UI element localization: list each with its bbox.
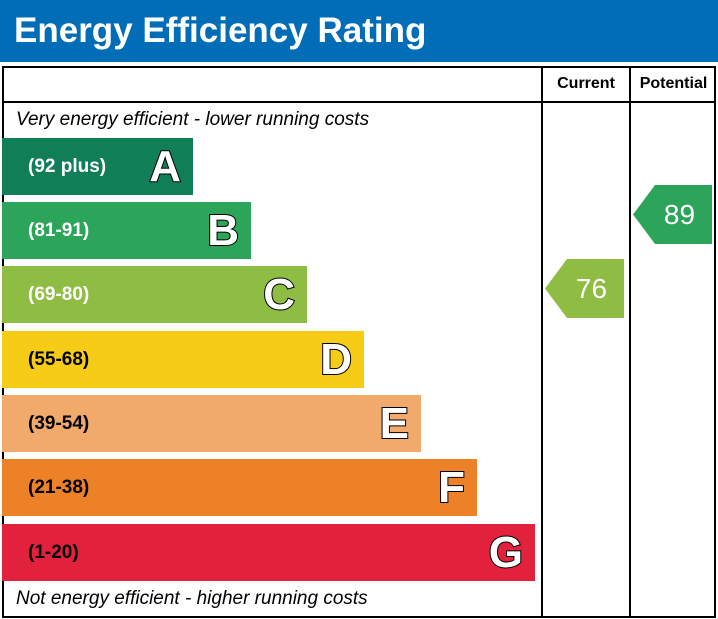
band-letter: B	[206, 205, 240, 256]
band-letter: E	[379, 398, 410, 449]
potential-header: Potential	[639, 75, 708, 92]
band-letter: G	[488, 527, 524, 578]
divider	[2, 101, 716, 103]
divider	[541, 66, 543, 618]
bottom-note: Not energy efficient - higher running co…	[16, 588, 368, 609]
band-letter: F	[437, 462, 466, 513]
page-title: Energy Efficiency Rating	[0, 0, 718, 62]
band-letter: D	[319, 334, 353, 385]
band-range: (55-68)	[28, 349, 90, 370]
band-range: (21-38)	[28, 477, 90, 498]
band-g-bar: (1-20) G	[2, 524, 535, 581]
band-letter: C	[262, 269, 296, 320]
band-range: (69-80)	[28, 284, 90, 305]
band-c-bar: (69-80) C	[2, 266, 307, 323]
band-range: (81-91)	[28, 220, 90, 241]
band-range: (39-54)	[28, 413, 90, 434]
band-range: (1-20)	[28, 542, 79, 563]
band-d-bar: (55-68) D	[2, 331, 364, 388]
top-note: Very energy efficient - lower running co…	[16, 109, 370, 130]
band-b-bar: (81-91) B	[2, 202, 251, 259]
band-f-bar: (21-38) F	[2, 459, 477, 516]
band-e-bar: (39-54) E	[2, 395, 421, 452]
current-header: Current	[557, 75, 615, 92]
band-letter: A	[148, 141, 182, 192]
divider	[629, 66, 631, 618]
band-a-bar: (92 plus) A	[2, 138, 193, 195]
band-range: (92 plus)	[28, 156, 107, 177]
